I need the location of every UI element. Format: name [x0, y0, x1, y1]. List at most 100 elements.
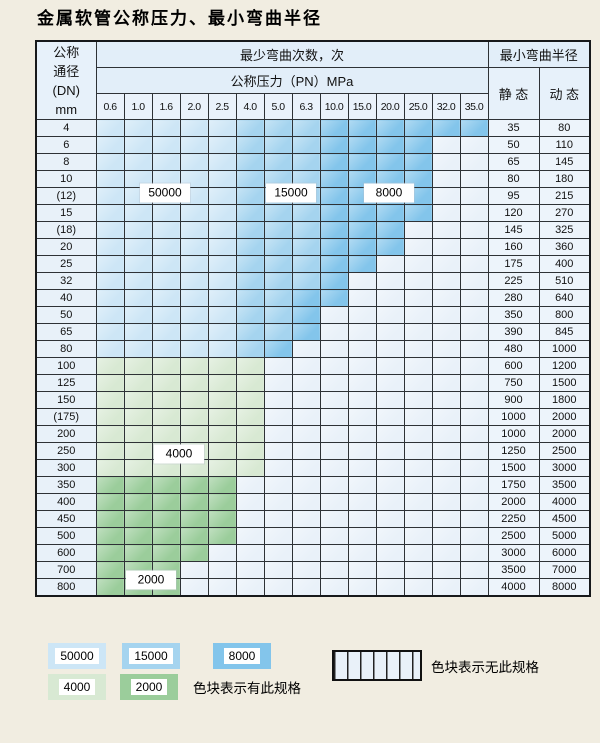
spec-cell [235, 187, 265, 205]
spec-cell [375, 459, 405, 477]
spec-cell [235, 204, 265, 222]
band-label-50000: 50000 [140, 183, 190, 203]
spec-cell [319, 391, 349, 409]
spec-cell [375, 476, 405, 494]
spec-cell [375, 238, 405, 256]
dn-cell: 250 [35, 442, 97, 460]
spec-cell [431, 153, 461, 171]
spec-cell [235, 323, 265, 341]
pressure-value-cell: 32.0 [431, 93, 461, 120]
spec-cell [431, 578, 461, 597]
spec-cell [459, 187, 489, 205]
legend-hatch-swatch [332, 650, 422, 681]
spec-cell [95, 170, 125, 188]
spec-cell [375, 255, 405, 273]
table-row: 400 2000 4000 [35, 493, 591, 511]
spec-cell [235, 578, 265, 597]
spec-cell [403, 340, 433, 358]
spec-cell [123, 323, 153, 341]
pressure-value-cell: 2.5 [207, 93, 237, 120]
dynamic-value-cell: 80 [538, 119, 591, 137]
band-label-4000: 4000 [154, 444, 204, 464]
spec-cell [179, 170, 209, 188]
spec-cell [151, 238, 181, 256]
spec-cell [151, 459, 181, 477]
spec-cell [151, 136, 181, 154]
spec-cell [431, 493, 461, 511]
spec-cell [179, 408, 209, 426]
dynamic-value-cell: 2000 [538, 408, 591, 426]
table-row: 150 900 1800 [35, 391, 591, 409]
spec-cell [319, 153, 349, 171]
table-row: 500 2500 5000 [35, 527, 591, 545]
spec-cell [459, 119, 489, 137]
pressure-value-cell: 10.0 [319, 93, 349, 120]
spec-cell [207, 374, 237, 392]
spec-cell [375, 153, 405, 171]
static-value-cell: 390 [487, 323, 540, 341]
static-value-cell: 4000 [487, 578, 540, 597]
spec-cell [403, 306, 433, 324]
spec-cell [319, 561, 349, 579]
spec-cell [235, 170, 265, 188]
spec-cell [123, 527, 153, 545]
dynamic-value-cell: 7000 [538, 561, 591, 579]
static-value-cell: 480 [487, 340, 540, 358]
legend-swatch-50000: 50000 [48, 643, 106, 669]
pressure-value-cell: 6.3 [291, 93, 321, 120]
spec-cell [459, 493, 489, 511]
spec-cell [291, 357, 321, 375]
spec-cell [235, 221, 265, 239]
spec-cell [347, 357, 377, 375]
spec-cell [319, 238, 349, 256]
spec-cell [459, 408, 489, 426]
dynamic-value-cell: 325 [538, 221, 591, 239]
dn-cell: 40 [35, 289, 97, 307]
legend-swatch-15000-label: 15000 [129, 648, 173, 664]
spec-cell [179, 340, 209, 358]
spec-cell [207, 408, 237, 426]
static-value-cell: 80 [487, 170, 540, 188]
spec-cell [207, 153, 237, 171]
dynamic-value-cell: 510 [538, 272, 591, 290]
table-row: (18) 145 325 [35, 221, 591, 239]
table-row: 10 80 180 [35, 170, 591, 188]
spec-cell [151, 323, 181, 341]
spec-cell [95, 153, 125, 171]
spec-cell [151, 476, 181, 494]
dn-cell: 450 [35, 510, 97, 528]
spec-cell [403, 119, 433, 137]
spec-cell [263, 153, 293, 171]
spec-cell [235, 374, 265, 392]
dynamic-value-cell: 1500 [538, 374, 591, 392]
spec-cell [319, 187, 349, 205]
spec-cell [431, 374, 461, 392]
dynamic-value-cell: 215 [538, 187, 591, 205]
static-value-cell: 225 [487, 272, 540, 290]
spec-cell [207, 187, 237, 205]
spec-cell [207, 425, 237, 443]
spec-cell [151, 544, 181, 562]
spec-cell [347, 170, 377, 188]
table-row: 40 280 640 [35, 289, 591, 307]
spec-cell [459, 323, 489, 341]
spec-cell [347, 391, 377, 409]
dn-cell: (12) [35, 187, 97, 205]
spec-cell [291, 221, 321, 239]
spec-cell [179, 476, 209, 494]
static-value-cell: 280 [487, 289, 540, 307]
spec-cell [95, 323, 125, 341]
spec-cell [291, 442, 321, 460]
table-row: (175) 1000 2000 [35, 408, 591, 426]
spec-cell [431, 119, 461, 137]
spec-cell [291, 391, 321, 409]
spec-cell [403, 425, 433, 443]
dynamic-value-cell: 2500 [538, 442, 591, 460]
spec-cell [95, 187, 125, 205]
spec-cell [151, 408, 181, 426]
dn-cell: 32 [35, 272, 97, 290]
spec-cell [403, 323, 433, 341]
spec-cell [431, 170, 461, 188]
spec-cell [459, 391, 489, 409]
spec-cell [207, 204, 237, 222]
